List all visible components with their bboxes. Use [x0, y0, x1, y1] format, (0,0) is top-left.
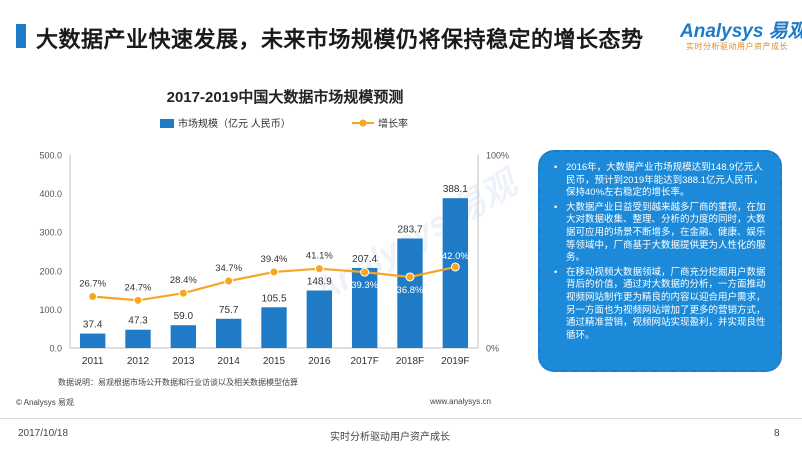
x-tick-label: 2012	[127, 356, 150, 367]
x-tick-label: 2011	[82, 356, 104, 367]
footer-slogan: 实时分析驱动用户资产成长	[330, 432, 450, 443]
bar	[125, 329, 151, 348]
y-left-tick-label: 300.0	[39, 228, 62, 238]
legend-bar-label: 市场规模（亿元 人民币）	[178, 117, 291, 130]
bar	[215, 318, 242, 348]
growth-value-label: 24.7%	[125, 282, 152, 293]
info-item: 大数据产业日益受到越来越多厂商的重视，在加大对数据收集、整理、分析的力度的同时，…	[554, 202, 770, 265]
info-box: 2016年，大数据产业市场规模达到148.9亿元人民币，预计到2019年能达到3…	[538, 150, 782, 372]
bar-value-label: 148.9	[307, 277, 332, 288]
logo-brand-text: Analysys 易观	[680, 21, 802, 42]
growth-point	[405, 272, 415, 282]
x-tick-label: 2015	[263, 356, 286, 367]
growth-value-label: 41.1%	[306, 251, 333, 262]
title-accent-bar	[16, 24, 26, 48]
growth-point	[450, 262, 460, 272]
footer-divider	[0, 418, 802, 419]
data-note: 数据说明：易观根据市场公开数据和行业访谈以及相关数据模型估算	[58, 378, 298, 387]
bar	[79, 333, 106, 348]
copyright-text: © Analysys 易观	[16, 398, 74, 407]
growth-value-label: 42.0%	[442, 251, 469, 262]
growth-point	[178, 288, 188, 298]
footer-date: 2017/10/18	[18, 428, 69, 439]
y-left-tick-label: 500.0	[39, 151, 62, 161]
y-right-tick-label: 100%	[486, 151, 509, 161]
y-left-tick-label: 100.0	[39, 305, 62, 315]
growth-value-label: 34.7%	[215, 263, 242, 274]
info-list: 2016年，大数据产业市场规模达到148.9亿元人民币，预计到2019年能达到3…	[554, 162, 770, 342]
bar	[397, 238, 423, 348]
analysys-logo: Analysys 易观 实时分析驱动用户资产成长	[680, 14, 802, 58]
y-left-tick-label: 200.0	[39, 266, 62, 276]
growth-point	[133, 295, 143, 305]
growth-point	[224, 276, 234, 286]
bar	[170, 325, 197, 348]
bar-value-label: 207.4	[352, 254, 377, 265]
x-tick-label: 2013	[172, 356, 195, 367]
info-item: 2016年，大数据产业市场规模达到148.9亿元人民币，预计到2019年能达到3…	[554, 162, 770, 200]
market-size-chart: 市场规模（亿元 人民币） 增长率 0.0 100.0 200.0 300.0 400.0 50…	[39, 117, 509, 367]
x-tick-label: 2016	[308, 356, 331, 367]
growth-value-label: 26.7%	[79, 278, 106, 289]
legend-line-label: 增长率	[378, 117, 408, 130]
growth-value-label: 36.8%	[397, 285, 424, 296]
growth-point	[360, 267, 370, 277]
bar-value-label: 47.3	[128, 316, 148, 327]
bar-value-label: 283.7	[397, 224, 422, 235]
info-item: 在移动视频大数据领域，厂商充分挖掘用户数据背后的价值，通过对大数据的分析，一方面…	[554, 267, 770, 343]
slide-title: 大数据产业快速发展，未来市场规模仍将保持稳定的增长态势	[36, 27, 644, 52]
growth-point	[314, 264, 324, 274]
chart-title: 2017-2019中国大数据市场规模预测	[166, 89, 404, 106]
x-tick-label: 2014	[218, 356, 241, 367]
bar-value-label: 75.7	[219, 305, 239, 316]
website-text: www.analysys.cn	[430, 397, 491, 406]
bar-value-label: 59.0	[174, 311, 194, 322]
x-tick-label: 2019F	[441, 356, 469, 367]
legend-bar-swatch	[160, 119, 174, 128]
bar	[351, 267, 378, 348]
bar	[261, 307, 287, 348]
logo-tagline: 实时分析驱动用户资产成长	[686, 42, 788, 51]
bar	[442, 198, 469, 348]
growth-point	[269, 267, 279, 277]
growth-value-label: 39.4%	[261, 254, 288, 265]
bar	[306, 290, 333, 348]
bar-value-label: 105.5	[261, 293, 286, 304]
page-number: 8	[774, 428, 780, 439]
growth-value-label: 39.3%	[351, 280, 378, 291]
growth-point	[88, 291, 98, 301]
bar-value-label: 388.1	[443, 184, 468, 195]
y-left-tick-label: 0.0	[49, 344, 62, 354]
bar-value-label: 37.4	[83, 320, 103, 331]
y-left-tick-label: 400.0	[39, 189, 62, 199]
y-right-tick-label: 0%	[486, 344, 499, 354]
growth-value-label: 28.4%	[170, 275, 197, 286]
x-tick-label: 2018F	[396, 356, 424, 367]
x-tick-label: 2017F	[350, 356, 378, 367]
legend-line-marker	[359, 119, 367, 127]
